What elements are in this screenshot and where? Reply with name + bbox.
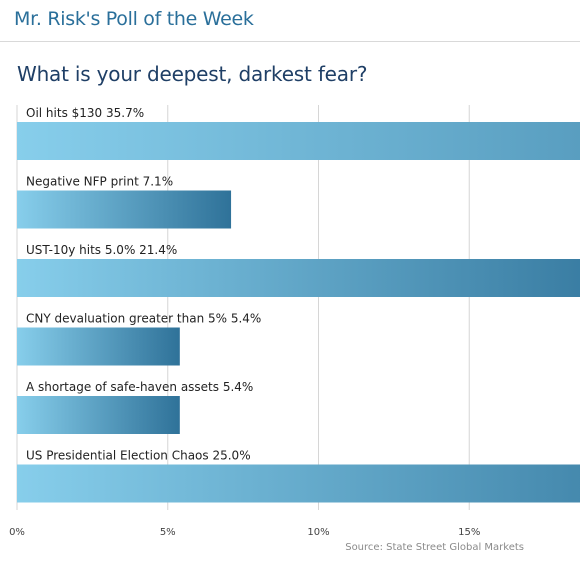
bar-label: A shortage of safe-haven assets 5.4%: [26, 380, 253, 394]
bar: [17, 464, 580, 503]
bar: [17, 190, 232, 229]
header-divider: [0, 41, 580, 42]
bar: [17, 396, 180, 434]
bars: [17, 122, 580, 503]
bar-label: US Presidential Election Chaos 25.0%: [26, 449, 251, 463]
x-tick-label: 0%: [9, 527, 25, 538]
header-title: Mr. Risk's Poll of the Week: [14, 8, 254, 30]
bar-label: UST-10y hits 5.0% 21.4%: [26, 243, 177, 257]
x-tick-label: 5%: [160, 527, 176, 538]
grid-lines: [16, 105, 470, 510]
source-note: Source: State Street Global Markets: [345, 542, 524, 553]
bar-labels: Oil hits $130 35.7% Negative NFP print 7.…: [26, 106, 261, 463]
bar: [17, 327, 180, 366]
chart-title: What is your deepest, darkest fear?: [17, 62, 368, 86]
x-axis-ticks: 0%5%10%15%20%25%30%35%: [9, 527, 480, 538]
x-tick-label: 15%: [458, 527, 480, 538]
bar-label: Oil hits $130 35.7%: [26, 106, 144, 120]
bar-label: Negative NFP print 7.1%: [26, 175, 173, 189]
bar-label: CNY devaluation greater than 5% 5.4%: [26, 312, 261, 326]
bar: [17, 122, 580, 160]
bar: [17, 259, 580, 297]
x-tick-label: 10%: [307, 527, 329, 538]
